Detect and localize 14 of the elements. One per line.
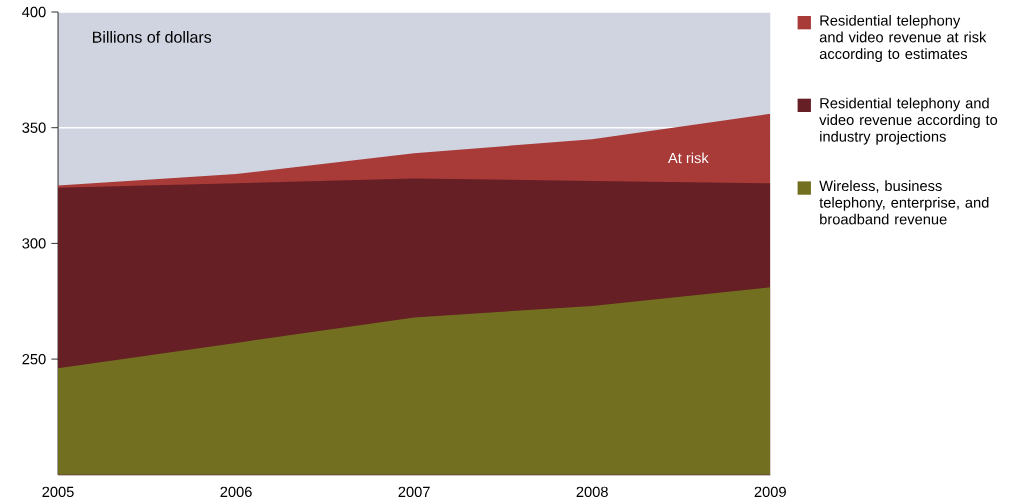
x-tick-label: 2005 xyxy=(42,486,74,498)
x-tick-label: 2008 xyxy=(576,486,608,498)
annotation: At risk xyxy=(667,152,709,164)
y-tick-label: 400 xyxy=(22,6,46,18)
x-tick-label: 2007 xyxy=(398,486,430,498)
y-tick-label: 300 xyxy=(22,238,46,249)
x-tick-label: 2006 xyxy=(220,486,252,498)
x-tick-label: 2009 xyxy=(754,486,786,498)
y-axis-title: Billions of dollars xyxy=(92,31,212,43)
legend-label: Wireless, business telephony, enterprise, and broadband revenue xyxy=(819,180,989,225)
y-tick-label: 250 xyxy=(22,354,46,365)
legend-label: Residential telephony and video revenue at risk according to estimates xyxy=(819,15,987,63)
y-tick-label: 350 xyxy=(22,122,46,133)
legend-label: Residential telephony and video revenue according to industry projections xyxy=(819,97,998,145)
